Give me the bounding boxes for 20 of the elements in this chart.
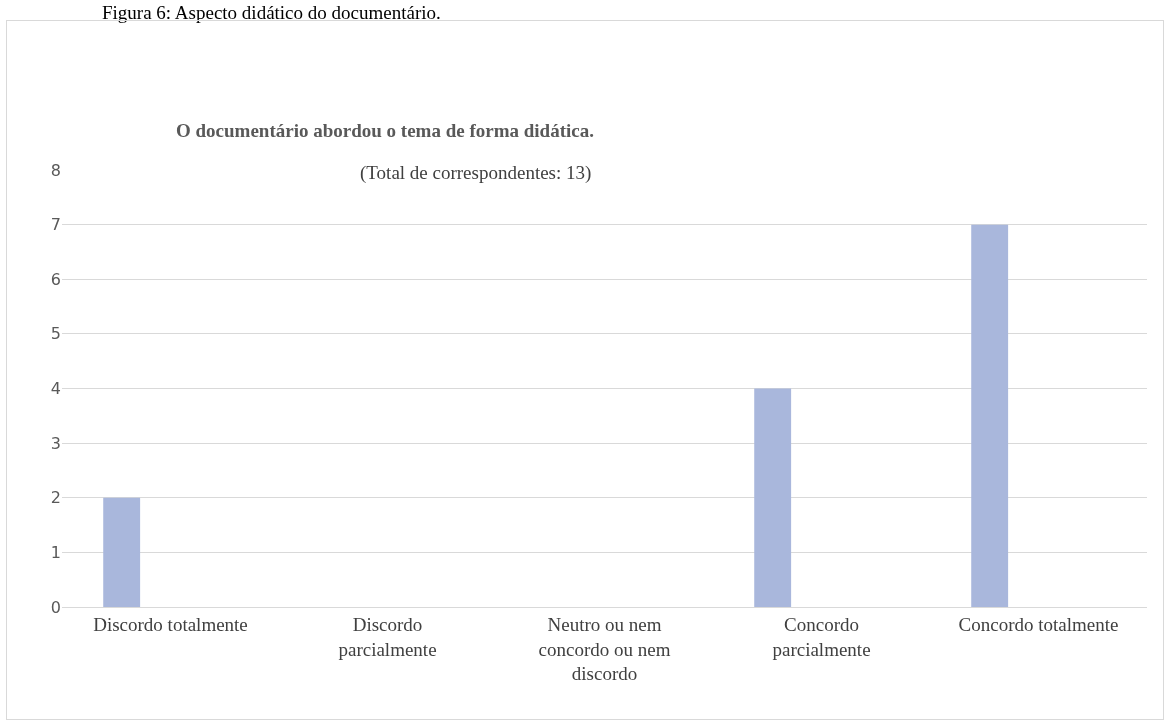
y-tick-label: 4 [50,379,61,399]
y-tick-label: 5 [50,324,61,344]
x-tick-label: Discordo parcialmente [338,613,437,660]
y-tick-label: 8 [50,160,61,180]
y-tick-label: 1 [50,542,61,562]
x-tick-label: Concordo parcialmente [772,613,871,660]
bar [103,497,141,607]
text: Figura 6: Aspecto didático do documentário. [102,2,441,23]
bar [754,388,792,607]
x-tick-label: Concordo totalmente [958,613,1119,635]
y-tick-label: 3 [50,433,61,453]
y-tick-label: 2 [50,488,61,508]
x-tick-label: Neutro ou nem concordo ou nem discordo [538,613,671,685]
x-tick-label: Discordo totalmente [93,613,248,635]
y-tick-label: 7 [50,215,61,235]
chart-title: O documentário abordou o tema de forma didática. [176,120,594,141]
y-tick-label: 0 [50,597,61,617]
bar [971,224,1009,607]
chart-subtitle: (Total de correspondentes: 13) [360,162,592,184]
y-tick-label: 6 [50,269,61,289]
